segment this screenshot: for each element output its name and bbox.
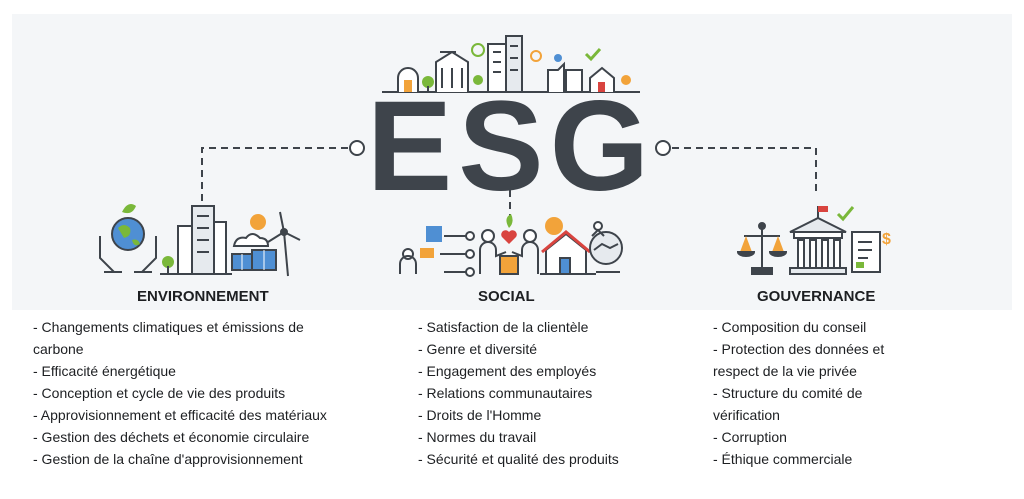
pillar-list-gouvernance: - Composition du conseil - Protection de…	[713, 316, 928, 470]
list-item: - Genre et diversité	[418, 341, 538, 357]
heart-hands-icon	[479, 214, 539, 275]
list-item: - Gestion des déchets et économie circul…	[33, 429, 310, 445]
wind-turbine-icon	[267, 211, 301, 277]
esg-logo-text: ESG	[367, 75, 655, 218]
pillar-title-environnement: ENVIRONNEMENT	[137, 288, 269, 305]
pillar-title-social: SOCIAL	[478, 288, 535, 305]
city-icon	[382, 35, 640, 93]
list-item: - Composition du conseil	[713, 319, 867, 335]
list-item: - Corruption	[713, 429, 787, 445]
svg-text:$: $	[882, 231, 891, 248]
list-item: - Relations communautaires	[418, 385, 593, 401]
esg-illustration: ESG	[99, 35, 891, 277]
handshake-icon	[589, 221, 623, 273]
list-item: - Gestion de la chaîne d'approvisionneme…	[33, 451, 303, 467]
list-item: - Éthique commerciale	[713, 451, 853, 467]
list-item: - Sécurité et qualité des produits	[418, 451, 619, 467]
list-item: - Satisfaction de la clientèle	[418, 319, 589, 335]
list-item: - Efficacité énergétique	[33, 363, 176, 379]
balance-scale-icon	[736, 222, 788, 275]
connector-nodes	[349, 140, 671, 156]
pillar-title-gouvernance: GOUVERNANCE	[757, 288, 876, 305]
pillar-list-environnement: - Changements climatiques et émissions d…	[33, 316, 353, 470]
list-item: - Changements climatiques et émissions d…	[33, 319, 304, 357]
network-people-icon	[399, 226, 475, 277]
pillar-list-social: - Satisfaction de la clientèle - Genre e…	[418, 316, 638, 470]
document-dollar-icon: $	[851, 231, 891, 273]
courthouse-icon	[789, 206, 855, 275]
house-icon	[540, 217, 596, 275]
list-item: - Droits de l'Homme	[418, 407, 542, 423]
list-item: - Structure du comité de vérification	[713, 385, 863, 423]
connector-lines	[201, 147, 817, 218]
globe-hands-icon	[99, 204, 157, 273]
list-item: - Protection des données et respect de l…	[713, 341, 885, 379]
solar-panel-icon	[231, 214, 277, 271]
buildings-icon	[160, 205, 232, 275]
list-item: - Conception et cycle de vie des produit…	[33, 385, 286, 401]
list-item: - Engagement des employés	[418, 363, 597, 379]
list-item: - Normes du travail	[418, 429, 537, 445]
list-item: - Approvisionnement et efficacité des ma…	[33, 407, 327, 423]
